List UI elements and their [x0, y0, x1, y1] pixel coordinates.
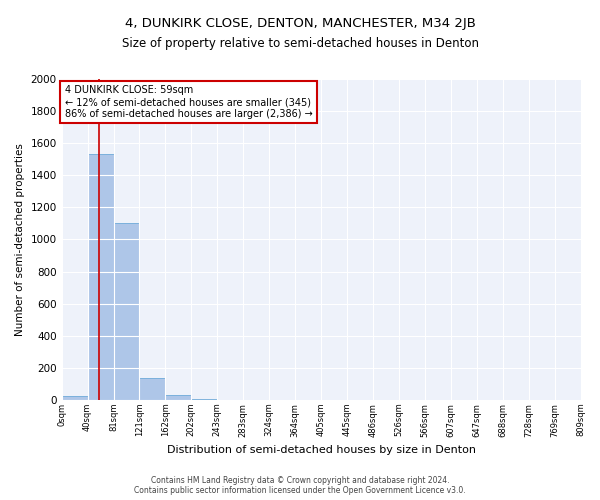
Text: Contains HM Land Registry data © Crown copyright and database right 2024.
Contai: Contains HM Land Registry data © Crown c… — [134, 476, 466, 495]
Bar — [166, 395, 191, 400]
Bar — [139, 378, 166, 400]
Bar — [191, 399, 217, 400]
Bar — [113, 224, 139, 400]
Text: Size of property relative to semi-detached houses in Denton: Size of property relative to semi-detach… — [121, 38, 479, 51]
Bar — [62, 396, 88, 400]
Bar — [88, 154, 113, 400]
Text: 4, DUNKIRK CLOSE, DENTON, MANCHESTER, M34 2JB: 4, DUNKIRK CLOSE, DENTON, MANCHESTER, M3… — [125, 18, 475, 30]
Y-axis label: Number of semi-detached properties: Number of semi-detached properties — [15, 143, 25, 336]
X-axis label: Distribution of semi-detached houses by size in Denton: Distribution of semi-detached houses by … — [167, 445, 476, 455]
Text: 4 DUNKIRK CLOSE: 59sqm
← 12% of semi-detached houses are smaller (345)
86% of se: 4 DUNKIRK CLOSE: 59sqm ← 12% of semi-det… — [65, 86, 313, 118]
